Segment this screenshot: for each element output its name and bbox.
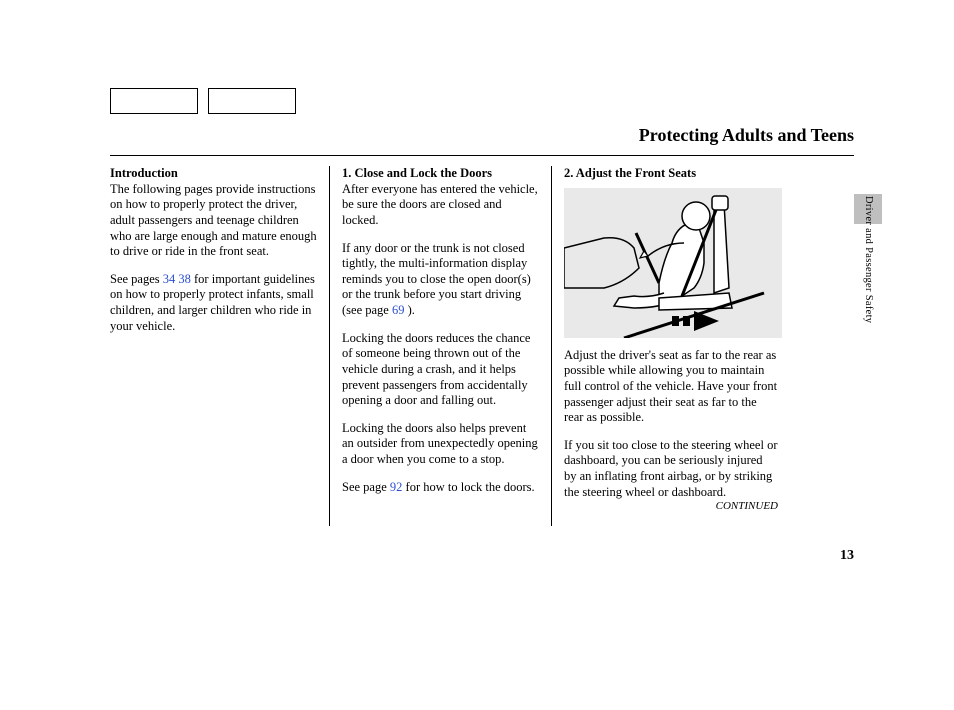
doors-block: 1. Close and Lock the Doors After everyo… (342, 166, 541, 229)
page-number: 13 (840, 548, 854, 564)
column-introduction: Introduction The following pages provide… (110, 166, 330, 526)
doors-p5: See page 92 for how to lock the doors. (342, 480, 541, 496)
column-close-lock-doors: 1. Close and Lock the Doors After everyo… (330, 166, 552, 526)
header-placeholder-boxes (110, 88, 296, 114)
section-label: Driver and Passenger Safety (863, 196, 874, 323)
seats-p2: If you sit too close to the steering whe… (564, 438, 778, 501)
page-link-34[interactable]: 34 (163, 272, 176, 286)
doors-p2b: ). (404, 303, 414, 317)
doors-p1: After everyone has entered the vehicle, … (342, 182, 538, 227)
seats-heading: 2. Adjust the Front Seats (564, 166, 778, 182)
intro-p2a: See pages (110, 272, 163, 286)
page-link-69[interactable]: 69 (392, 303, 405, 317)
header-box-1 (110, 88, 198, 114)
page-link-38[interactable]: 38 (178, 272, 191, 286)
doors-p2a: If any door or the trunk is not closed t… (342, 241, 531, 318)
intro-p1: The following pages provide instructions… (110, 182, 317, 259)
doors-p4: Locking the doors also helps prevent an … (342, 421, 541, 468)
manual-page: Protecting Adults and Teens Driver and P… (0, 0, 954, 710)
title-rule (110, 155, 854, 156)
page-title: Protecting Adults and Teens (639, 125, 854, 146)
content-columns: Introduction The following pages provide… (110, 166, 800, 526)
column-adjust-seats: 2. Adjust the Front Seats (552, 166, 790, 526)
seat-diagram-svg (564, 188, 782, 338)
doors-p3: Locking the doors reduces the chance of … (342, 331, 541, 409)
intro-heading: Introduction (110, 166, 178, 180)
doors-p5b: for how to lock the doors. (402, 480, 534, 494)
page-link-92[interactable]: 92 (390, 480, 403, 494)
continued-label: CONTINUED (716, 500, 778, 514)
intro-block: Introduction The following pages provide… (110, 166, 319, 260)
header-box-2 (208, 88, 296, 114)
doors-p5a: See page (342, 480, 390, 494)
doors-heading: 1. Close and Lock the Doors (342, 166, 492, 180)
seats-p1: Adjust the driver's seat as far to the r… (564, 348, 778, 426)
intro-p2: See pages 34 38 for important guidelines… (110, 272, 319, 335)
seat-adjust-illustration (564, 188, 782, 338)
doors-p2: If any door or the trunk is not closed t… (342, 241, 541, 319)
seats-p2-text: If you sit too close to the steering whe… (564, 438, 778, 499)
